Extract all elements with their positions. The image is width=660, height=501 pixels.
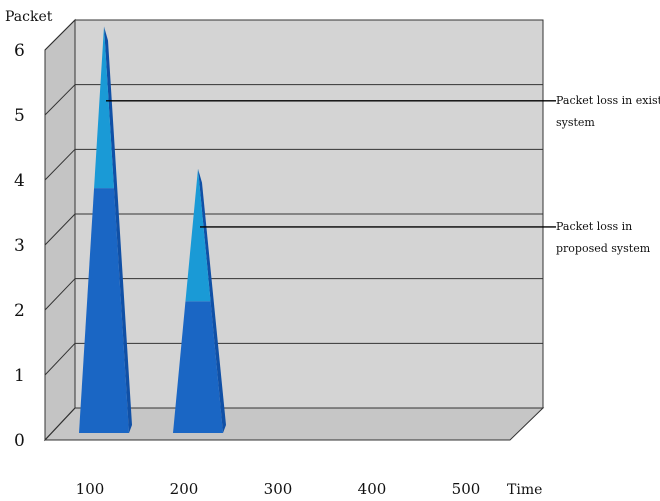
cone-shade [198,168,226,433]
gridline-side [44,407,76,441]
cone-lower-band [79,188,129,433]
y-tick-label: 0 [14,431,25,451]
annotation-text: proposed system [556,242,651,255]
x-tick-label: 300 [264,480,293,498]
y-tick-label: 5 [14,106,25,126]
y-tick-label: 1 [14,366,25,386]
cones [79,26,226,433]
y-tick-label: 3 [14,236,25,256]
annotation-text: system [556,116,595,129]
x-tick-labels: 100 200 300 400 500 [76,480,481,498]
x-tick-label: 200 [170,480,199,498]
cone-lower-band [173,301,223,433]
gridline-side [44,213,76,246]
cone-shade [104,26,132,433]
gridlines [44,19,543,441]
x-tick-label: 100 [76,480,105,498]
y-tick-label: 6 [14,41,25,61]
gridline-side [44,278,76,311]
cone-upper-band [185,168,211,302]
y-axis-label: Packet [5,9,53,25]
x-axis-label: Time [507,482,542,498]
y-tick-label: 4 [14,171,25,191]
annotation-text: Packet loss in [556,220,632,233]
x-tick-label: 500 [452,480,481,498]
annotation-text: Packet loss in existing [556,94,660,107]
annotations: Packet loss in existing system Packet loss… [106,94,660,255]
y-tick-labels: 0 1 2 3 4 5 6 [14,41,25,451]
gridline-side [44,19,76,51]
gridline-side [44,342,76,376]
gridline-side [44,148,76,181]
gridline-side [44,84,76,116]
cone-upper-band [94,26,114,189]
x-tick-label: 400 [358,480,387,498]
y-tick-label: 2 [14,301,25,321]
